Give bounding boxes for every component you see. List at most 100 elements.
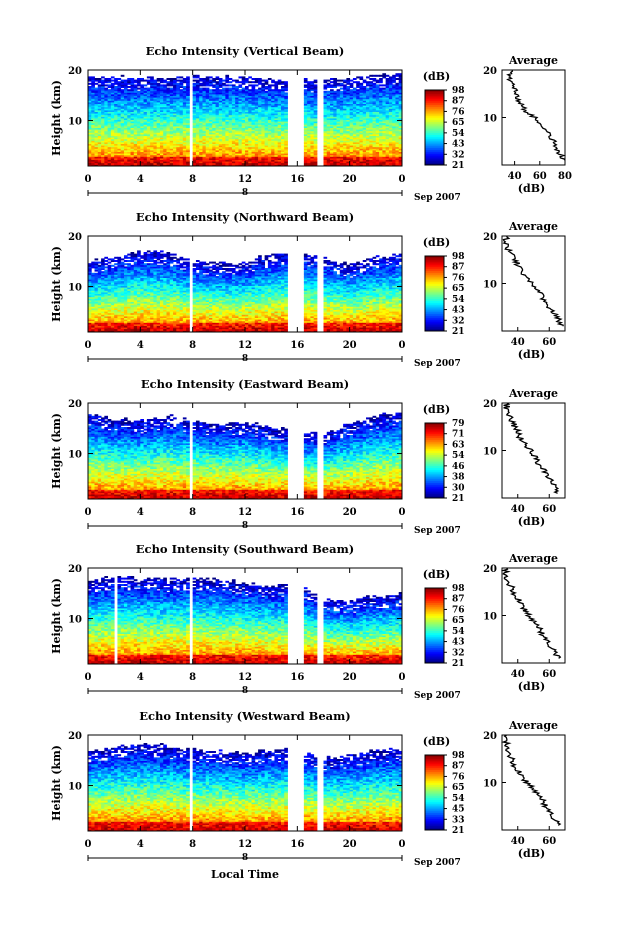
echo-cell [107, 118, 112, 120]
echo-cell [104, 153, 109, 156]
echo-cell [127, 164, 131, 167]
panel-1: Echo Intensity (Vertical Beam)1020Height… [50, 44, 572, 203]
echo-cell [117, 121, 122, 124]
echo-cell [146, 98, 151, 101]
echo-cell [130, 156, 135, 159]
echo-cell [186, 79, 190, 82]
echo-cell [362, 79, 367, 82]
echo-cell [117, 89, 122, 92]
echo-cell [169, 95, 174, 98]
echo-cell [163, 84, 167, 87]
echo-cell [104, 98, 109, 101]
echo-cell [94, 116, 99, 119]
echo-cell [156, 162, 161, 165]
echo-cell [163, 129, 167, 132]
echo-cell [97, 162, 102, 165]
echo-cell [97, 106, 102, 109]
echo-cell [159, 127, 164, 130]
echo-cell [284, 92, 288, 95]
echo-cell [150, 132, 154, 135]
echo-cell [110, 164, 115, 167]
echo-cell [199, 146, 203, 149]
echo-cell [114, 103, 118, 106]
echo-cell [127, 79, 131, 82]
echo-cell [173, 129, 177, 132]
echo-cell [182, 98, 187, 101]
echo-cell [143, 103, 148, 106]
echo-cell [150, 158, 154, 160]
echo-cell [195, 129, 200, 132]
echo-cell [195, 79, 200, 82]
echo-cell [186, 89, 190, 92]
echo-cell [114, 116, 118, 119]
echo-cell [127, 90, 131, 93]
echo-cell [166, 116, 171, 119]
echo-cell [153, 114, 158, 117]
echo-cell [186, 154, 190, 157]
echo-cell [104, 127, 109, 130]
echo-cell [163, 98, 167, 101]
echo-cell [130, 154, 135, 157]
echo-cell [159, 164, 164, 167]
echo-cell [88, 145, 92, 148]
echo-cell [192, 159, 197, 162]
echo-cell [173, 78, 177, 80]
echo-cell [156, 129, 161, 132]
echo-cell [176, 130, 180, 133]
echo-cell [88, 98, 92, 101]
echo-cell [166, 105, 171, 108]
echo-cell [91, 124, 95, 127]
echo-cell [192, 97, 197, 100]
echo-cell [166, 153, 171, 156]
echo-cell [182, 124, 187, 127]
echo-cell [97, 154, 102, 157]
echo-cell [156, 122, 161, 125]
panel-title: Echo Intensity (Northward Beam) [136, 210, 354, 224]
echo-cell [97, 95, 102, 98]
echo-cell [133, 94, 138, 96]
echo-cell [199, 118, 203, 120]
echo-cell [182, 114, 187, 117]
echo-cell [169, 130, 174, 133]
echo-cell [101, 86, 105, 88]
echo-cell [186, 158, 190, 160]
echo-cell [117, 95, 122, 98]
echo-cell [91, 110, 95, 112]
echo-cell [156, 146, 161, 149]
echo-cell [153, 121, 158, 124]
echo-cell [88, 158, 92, 160]
echo-cell [107, 138, 112, 141]
echo-cell [91, 146, 95, 149]
echo-cell [117, 137, 122, 140]
echo-cell [94, 261, 99, 264]
echo-cell [133, 100, 138, 103]
echo-cell [173, 103, 177, 106]
echo-cell [127, 158, 131, 160]
echo-cell [143, 95, 148, 98]
echo-cell [110, 154, 115, 157]
echo-cell [104, 134, 109, 136]
echo-cell [192, 108, 197, 111]
echo-cell [94, 164, 99, 167]
echo-cell [101, 82, 105, 85]
echo-cell [143, 94, 148, 96]
echo-cell [195, 122, 200, 125]
echo-cell [107, 130, 112, 133]
echo-cell [156, 135, 161, 138]
echo-cell [153, 161, 158, 164]
echo-cell [123, 103, 128, 106]
echo-cell [159, 89, 164, 92]
echo-cell [225, 87, 230, 90]
echo-cell [199, 130, 203, 133]
echo-cell [117, 105, 122, 108]
echo-cell [166, 121, 171, 124]
echo-cell [110, 156, 115, 159]
echo-cell [123, 129, 128, 132]
echo-cell [127, 162, 131, 165]
echo-cell [150, 121, 154, 124]
echo-cell [195, 140, 200, 143]
echo-cell [173, 148, 177, 151]
echo-cell [91, 78, 95, 80]
echo-cell [176, 126, 180, 128]
echo-cell [140, 79, 144, 82]
